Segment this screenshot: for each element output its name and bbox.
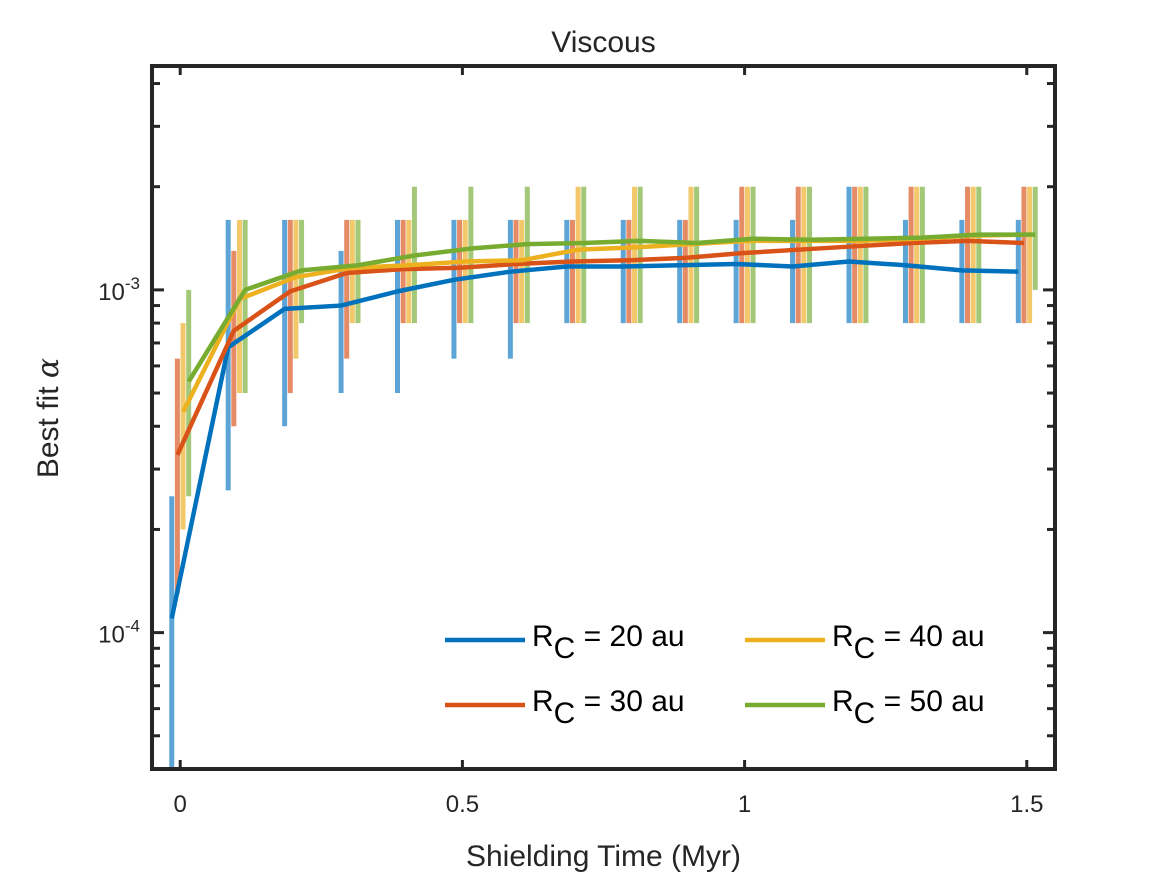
legend-label-base: R xyxy=(532,685,554,718)
y-tick-labels: 10-310-4 xyxy=(98,274,140,649)
y-tick-label-base: 10 xyxy=(98,622,125,649)
series-line-2 xyxy=(175,238,1025,456)
series-lines xyxy=(169,232,1036,619)
x-tick-labels: 0 0.5 1 1.5 xyxy=(174,791,1044,818)
legend-label-base: R xyxy=(832,685,854,718)
y-tick-label-base: 10 xyxy=(98,279,125,306)
y-tick-label-0: 10-3 xyxy=(98,274,140,306)
legend-label-3: RC = 40 au xyxy=(832,620,985,665)
y-axis-label-symbol: α xyxy=(31,358,66,378)
legend-label-1: RC = 20 au xyxy=(532,620,685,665)
x-tick-label-0: 0 xyxy=(174,791,187,818)
x-axis-label: Shielding Time (Myr) xyxy=(466,840,741,873)
legend-label-subscript: C xyxy=(854,632,876,665)
error-bars xyxy=(169,186,1038,769)
y-axis-label: Best fit α xyxy=(31,358,66,478)
y-tick-label-1: 10-4 xyxy=(98,617,140,649)
legend-label-subscript: C xyxy=(554,697,576,730)
legend-label-subscript: C xyxy=(554,632,576,665)
x-tick-label-2: 1 xyxy=(738,791,751,818)
legend-label-value: = 50 au xyxy=(875,685,984,718)
legend-label-value: = 20 au xyxy=(575,620,684,653)
legend-label-base: R xyxy=(532,620,554,653)
plot-frame xyxy=(150,64,1057,771)
y-tick-label-exponent: -4 xyxy=(125,617,140,636)
legend-label-4: RC = 50 au xyxy=(832,685,985,730)
series-line-4 xyxy=(186,232,1036,383)
legend-label-subscript: C xyxy=(854,697,876,730)
legend-label-value: = 40 au xyxy=(875,620,984,653)
legend-label-base: R xyxy=(832,620,854,653)
y-tick-label-exponent: -3 xyxy=(125,274,140,293)
x-tick-label-3: 1.5 xyxy=(1010,791,1043,818)
chart-title: Viscous xyxy=(551,26,656,59)
x-tick-label-1: 0.5 xyxy=(446,791,479,818)
y-axis-label-text: Best fit xyxy=(32,378,65,478)
series-line-1 xyxy=(169,259,1019,619)
legend-label-value: = 30 au xyxy=(575,685,684,718)
legend-label-2: RC = 30 au xyxy=(532,685,685,730)
